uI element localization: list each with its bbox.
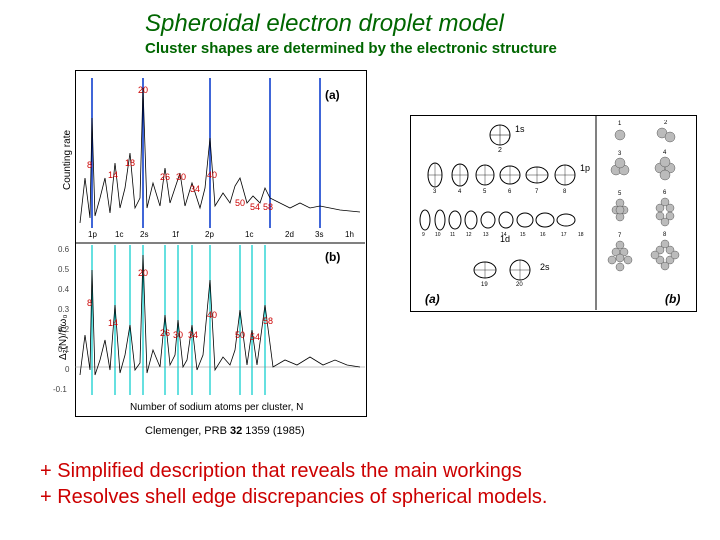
- svg-text:1: 1: [618, 121, 622, 127]
- right-panel-b: 1 2 3 4 5 6 7 8: [600, 120, 692, 300]
- svg-text:9: 9: [422, 232, 425, 238]
- svg-text:4: 4: [663, 150, 667, 156]
- panel-a-chart: [75, 78, 365, 228]
- right-panel-a-letter: (a): [425, 292, 440, 306]
- ytick: 0.5: [58, 265, 69, 274]
- bullet-1: + Simplified description that reveals th…: [40, 460, 522, 483]
- citation: Clemenger, PRB 32 1359 (1985): [145, 425, 305, 437]
- bullet-2: + Resolves shell edge discrepancies of s…: [40, 486, 548, 509]
- peak-label: 20: [138, 85, 148, 95]
- citation-prefix: Clemenger, PRB: [145, 425, 230, 437]
- svg-text:5: 5: [618, 191, 622, 197]
- shell-label: 1f: [172, 230, 179, 239]
- shell-label: 2d: [285, 230, 294, 239]
- ytick: 0.3: [58, 305, 69, 314]
- peak-label: 26: [160, 172, 170, 182]
- ytick: -0.1: [53, 385, 67, 394]
- shell-label: 2s: [140, 230, 148, 239]
- peak-label: 34: [188, 330, 198, 340]
- panel-a-ylabel: Counting rate: [62, 130, 73, 190]
- peak-label: 54: [250, 332, 260, 342]
- svg-text:6: 6: [663, 190, 667, 196]
- peak-label: 14: [108, 318, 118, 328]
- panel-b-chart: [75, 245, 365, 400]
- peak-label: 18: [125, 158, 135, 168]
- peak-label: 30: [173, 330, 183, 340]
- peak-label: 40: [207, 170, 217, 180]
- svg-text:14: 14: [501, 232, 507, 238]
- svg-text:10: 10: [435, 232, 441, 238]
- peak-label: 40: [207, 310, 217, 320]
- peak-label: 8: [87, 160, 92, 170]
- svg-text:2: 2: [664, 120, 668, 126]
- ytick: 0.4: [58, 285, 69, 294]
- svg-text:5: 5: [483, 189, 487, 195]
- ytick: 0.1: [58, 345, 69, 354]
- svg-text:20: 20: [516, 282, 523, 288]
- svg-text:18: 18: [578, 232, 584, 238]
- right-panel-b-letter: (b): [665, 292, 680, 306]
- peak-label: 50: [235, 198, 245, 208]
- svg-text:6: 6: [508, 189, 512, 195]
- svg-text:15: 15: [520, 232, 526, 238]
- svg-text:2: 2: [498, 147, 502, 154]
- svg-text:8: 8: [663, 232, 667, 238]
- svg-text:1s: 1s: [515, 124, 525, 134]
- svg-text:17: 17: [561, 232, 567, 238]
- shell-label: 1c: [245, 230, 253, 239]
- ytick: 0.2: [58, 325, 69, 334]
- peak-label: 34: [190, 184, 200, 194]
- ytick: 0: [65, 365, 69, 374]
- shell-label: 3s: [315, 230, 323, 239]
- peak-label: 26: [160, 328, 170, 338]
- shell-label: 2p: [205, 230, 214, 239]
- peak-label: 20: [138, 268, 148, 278]
- svg-text:13: 13: [483, 232, 489, 238]
- left-divider: [75, 242, 365, 244]
- svg-text:3: 3: [618, 151, 622, 157]
- right-divider: [595, 115, 597, 310]
- svg-text:11: 11: [450, 232, 455, 238]
- shell-label: 1p: [88, 230, 97, 239]
- peak-label: 14: [108, 170, 118, 180]
- svg-text:16: 16: [540, 232, 546, 238]
- ytick: 0.6: [58, 245, 69, 254]
- svg-text:12: 12: [466, 232, 472, 238]
- shell-label: 1c: [115, 230, 123, 239]
- peak-label: 8: [87, 298, 92, 308]
- svg-text:7: 7: [535, 189, 539, 195]
- svg-text:2s: 2s: [540, 262, 550, 272]
- shell-label: 1h: [345, 230, 354, 239]
- peak-label: 58: [263, 202, 273, 212]
- svg-text:8: 8: [563, 189, 567, 195]
- peak-label: 30: [176, 172, 186, 182]
- right-panel-a: 1s 2 1p 345678 1d 9101112131415161718 2s…: [415, 120, 590, 300]
- svg-text:19: 19: [481, 282, 488, 288]
- peak-label: 54: [250, 202, 260, 212]
- svg-text:1p: 1p: [580, 163, 590, 173]
- svg-text:4: 4: [458, 189, 462, 195]
- citation-suffix: 1359 (1985): [242, 425, 304, 437]
- svg-text:3: 3: [433, 189, 437, 195]
- left-xlabel: Number of sodium atoms per cluster, N: [130, 402, 303, 413]
- slide-subtitle: Cluster shapes are determined by the ele…: [145, 40, 557, 57]
- svg-text:7: 7: [618, 233, 622, 239]
- slide-title: Spheroidal electron droplet model: [145, 10, 504, 38]
- peak-label: 50: [235, 330, 245, 340]
- peak-label: 58: [263, 316, 273, 326]
- citation-volume: 32: [230, 425, 242, 437]
